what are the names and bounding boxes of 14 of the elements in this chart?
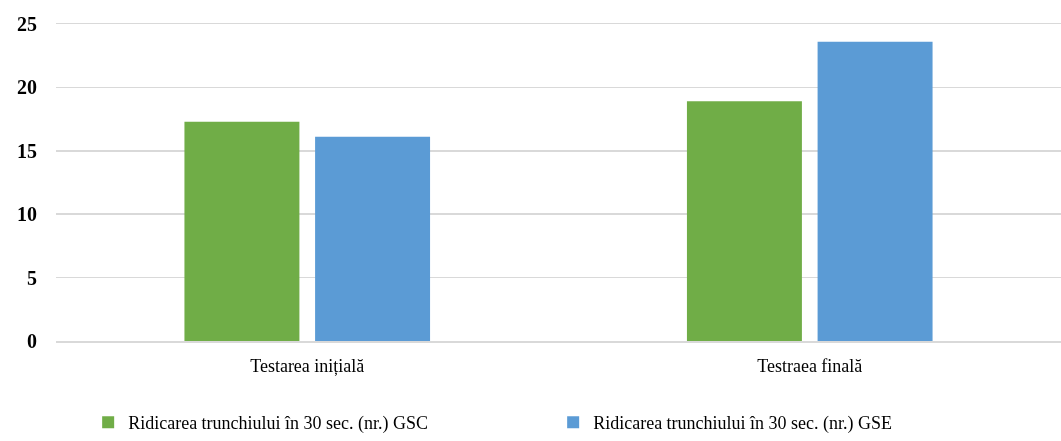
legend-label: Ridicarea trunchiului în 30 sec. (nr.) GSC	[128, 413, 429, 435]
x-tick-label: Testarea inițială	[250, 356, 365, 377]
y-tick-label: 5	[27, 266, 37, 289]
legend-label: Ridicarea trunchiului în 30 sec. (nr.) GSE	[593, 413, 893, 435]
y-tick-label: 20	[17, 76, 37, 99]
y-tick-label: 15	[17, 139, 37, 162]
y-tick-label: 0	[27, 330, 37, 352]
x-tick-label: Testraea finală	[757, 356, 863, 377]
bar	[686, 101, 802, 341]
y-tick-label: 25	[17, 13, 37, 35]
bar	[817, 41, 933, 341]
y-tick-label: 10	[17, 203, 37, 226]
bar	[315, 136, 431, 341]
bar	[184, 121, 300, 341]
